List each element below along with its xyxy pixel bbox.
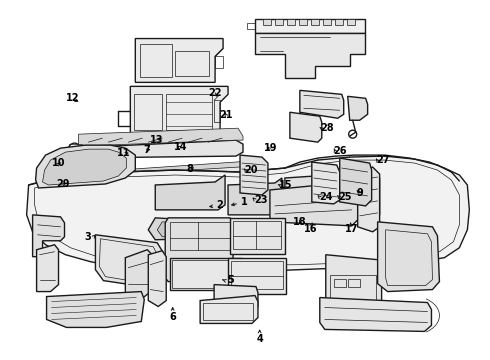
Text: 9: 9 <box>357 188 364 198</box>
Ellipse shape <box>181 271 187 276</box>
Text: 26: 26 <box>334 145 347 156</box>
Polygon shape <box>255 19 365 32</box>
Polygon shape <box>270 182 358 226</box>
Polygon shape <box>125 250 153 298</box>
Polygon shape <box>326 255 382 312</box>
Polygon shape <box>287 19 295 24</box>
Polygon shape <box>37 245 58 292</box>
Polygon shape <box>155 175 225 210</box>
Polygon shape <box>36 145 135 188</box>
Ellipse shape <box>201 271 207 276</box>
Text: 15: 15 <box>279 180 293 190</box>
Text: 23: 23 <box>254 195 268 205</box>
Ellipse shape <box>216 266 232 282</box>
Polygon shape <box>378 222 440 292</box>
Polygon shape <box>312 162 340 204</box>
Polygon shape <box>300 90 343 118</box>
Polygon shape <box>130 86 228 136</box>
Polygon shape <box>228 258 286 293</box>
Text: 24: 24 <box>319 192 332 202</box>
Text: 14: 14 <box>174 142 187 152</box>
Text: 28: 28 <box>320 123 334 133</box>
Polygon shape <box>263 19 271 24</box>
Polygon shape <box>348 96 368 120</box>
Text: 6: 6 <box>170 312 176 322</box>
Polygon shape <box>228 178 282 215</box>
Polygon shape <box>358 167 380 232</box>
Polygon shape <box>148 251 166 306</box>
Polygon shape <box>61 161 255 178</box>
Text: 12: 12 <box>66 93 80 103</box>
Text: 16: 16 <box>304 225 318 234</box>
Polygon shape <box>47 292 144 328</box>
Polygon shape <box>230 218 285 254</box>
Polygon shape <box>26 155 469 272</box>
Polygon shape <box>320 298 432 332</box>
Text: 11: 11 <box>117 148 130 158</box>
Polygon shape <box>340 158 371 206</box>
Text: 29: 29 <box>56 179 70 189</box>
Ellipse shape <box>196 266 212 282</box>
Ellipse shape <box>73 147 76 151</box>
Polygon shape <box>285 168 380 220</box>
Text: 21: 21 <box>220 110 233 120</box>
Polygon shape <box>165 218 233 282</box>
Polygon shape <box>78 128 243 146</box>
Text: 5: 5 <box>227 275 234 285</box>
Polygon shape <box>335 19 343 24</box>
Text: 25: 25 <box>339 192 352 202</box>
Ellipse shape <box>303 127 309 133</box>
Text: 20: 20 <box>244 165 258 175</box>
Polygon shape <box>50 163 260 180</box>
Text: 17: 17 <box>345 225 358 234</box>
Polygon shape <box>347 19 355 24</box>
Text: 13: 13 <box>150 135 164 145</box>
Polygon shape <box>275 19 283 24</box>
Polygon shape <box>33 215 65 257</box>
Ellipse shape <box>176 266 192 282</box>
Ellipse shape <box>221 271 227 276</box>
Polygon shape <box>200 296 258 323</box>
Text: 19: 19 <box>264 143 277 153</box>
Polygon shape <box>170 258 242 289</box>
Text: 3: 3 <box>84 232 91 242</box>
Text: 1: 1 <box>241 197 247 207</box>
Text: 7: 7 <box>143 144 149 154</box>
Text: 8: 8 <box>187 163 194 174</box>
Polygon shape <box>290 112 322 142</box>
Text: 2: 2 <box>216 200 223 210</box>
Polygon shape <box>135 39 223 82</box>
Polygon shape <box>240 155 268 195</box>
Text: 27: 27 <box>376 155 390 165</box>
Polygon shape <box>323 19 331 24</box>
Polygon shape <box>96 235 163 285</box>
Text: 22: 22 <box>208 88 221 98</box>
Polygon shape <box>157 222 220 237</box>
Polygon shape <box>214 285 258 312</box>
Polygon shape <box>43 149 126 185</box>
Text: 18: 18 <box>294 217 307 227</box>
Polygon shape <box>311 19 319 24</box>
Ellipse shape <box>238 291 254 306</box>
Ellipse shape <box>84 148 89 152</box>
Ellipse shape <box>221 291 237 306</box>
Text: 4: 4 <box>256 333 263 343</box>
Polygon shape <box>148 218 228 240</box>
Text: 10: 10 <box>51 158 65 168</box>
Polygon shape <box>299 19 307 24</box>
Polygon shape <box>69 140 243 158</box>
Polygon shape <box>255 32 365 78</box>
